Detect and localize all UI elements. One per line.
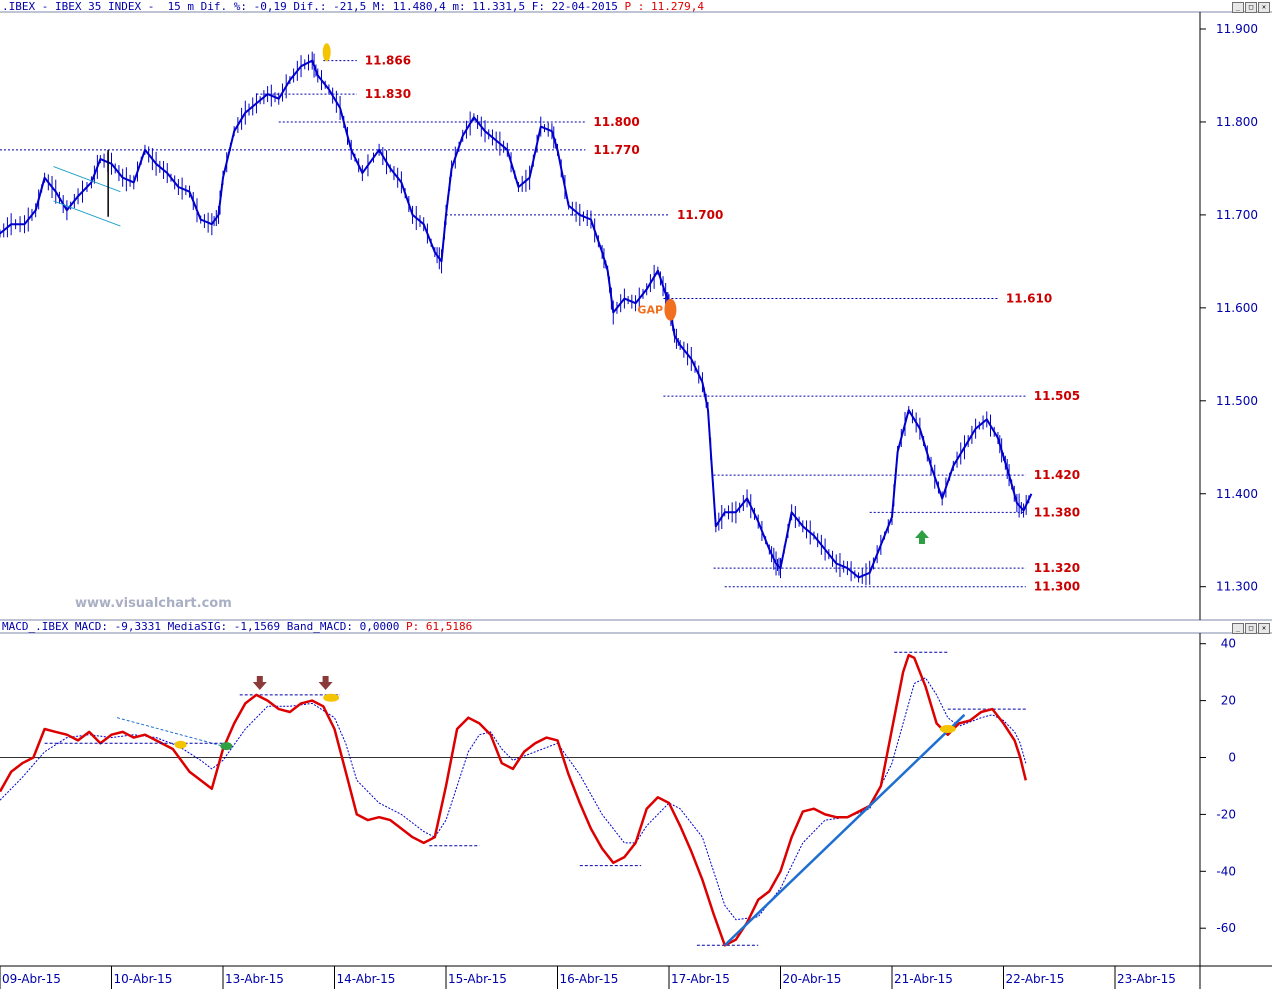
macd-header-text: MACD_.IBEX MACD: -9,3331 MediaSIG: -1,15… (2, 620, 406, 633)
price-level-label: 11.830 (365, 87, 411, 101)
watermark: www.visualchart.com (75, 596, 232, 611)
x-tick-label: 13-Abr-15 (225, 972, 284, 986)
macd-trendline (723, 713, 966, 947)
macd-close-button[interactable]: ✕ (1258, 623, 1270, 634)
macd-restore-button[interactable]: □ (1245, 623, 1257, 634)
signal-series-line (0, 677, 1027, 921)
macd-minimize-button[interactable]: _ (1232, 623, 1244, 634)
macd-y-tick-label: -20 (1216, 807, 1236, 821)
down-arrow-icon (252, 676, 267, 690)
price-level-label: 11.700 (677, 208, 723, 222)
macd-y-tick-label: 0 (1228, 751, 1236, 765)
price-header-text: .IBEX - IBEX 35 INDEX - 15 m Dif. %: -0,… (2, 0, 625, 13)
price-level-label: 11.380 (1034, 505, 1080, 519)
macd-marker-yellow (174, 740, 187, 749)
macd-y-tick-label: 20 (1221, 694, 1236, 708)
channel-upper-line (53, 166, 121, 193)
x-tick-label: 22-Abr-15 (1006, 972, 1065, 986)
price-restore-button[interactable]: □ (1245, 2, 1257, 13)
price-level-label: 11.505 (1034, 389, 1080, 403)
macd-y-tick-label: -60 (1216, 921, 1236, 935)
down-arrow-icon (318, 676, 333, 690)
macd-last-label: P: 61,5186 (405, 620, 473, 633)
price-last-label: P : 11.279,4 (624, 0, 705, 13)
x-tick-label: 23-Abr-15 (1117, 972, 1176, 986)
price-y-tick-label: 11.500 (1216, 394, 1258, 408)
gap-label: GAP (637, 304, 663, 317)
channel-lower-line (53, 200, 121, 227)
macd-marker-green (220, 742, 233, 751)
price-level-label: 11.300 (1034, 580, 1080, 594)
price-y-tick-label: 11.900 (1216, 22, 1258, 36)
price-level-label: 11.800 (593, 115, 639, 129)
x-tick-label: 16-Abr-15 (560, 972, 619, 986)
x-tick-label: 21-Abr-15 (894, 972, 953, 986)
price-y-tick-label: 11.800 (1216, 115, 1258, 129)
gap-marker (664, 298, 677, 321)
macd-marker-yellow (323, 693, 340, 702)
price-y-tick-label: 11.700 (1216, 208, 1258, 222)
price-level-label: 11.610 (1006, 292, 1052, 306)
macd-y-tick-label: -40 (1216, 864, 1236, 878)
up-arrow-icon (915, 530, 929, 544)
price-level-label: 11.320 (1034, 561, 1080, 575)
price-header: .IBEX - IBEX 35 INDEX - 15 m Dif. %: -0,… (2, 0, 704, 13)
price-y-tick-label: 11.300 (1216, 580, 1258, 594)
price-series-line (0, 59, 1033, 579)
top-highlight-marker (322, 43, 331, 62)
price-y-tick-label: 11.600 (1216, 301, 1258, 315)
x-tick-label: 17-Abr-15 (671, 972, 730, 986)
macd-header: MACD_.IBEX MACD: -9,3331 MediaSIG: -1,15… (2, 620, 472, 633)
x-tick-label: 14-Abr-15 (337, 972, 396, 986)
x-tick-label: 09-Abr-15 (2, 972, 61, 986)
x-tick-label: 15-Abr-15 (448, 972, 507, 986)
price-level-label: 11.770 (593, 143, 639, 157)
macd-y-tick-label: 40 (1221, 637, 1236, 651)
macd-divergence-line (116, 717, 224, 747)
x-tick-label: 10-Abr-15 (114, 972, 173, 986)
price-minimize-button[interactable]: _ (1232, 2, 1244, 13)
price-level-label: 11.866 (365, 54, 411, 68)
price-close-button[interactable]: ✕ (1258, 2, 1270, 13)
macd-marker-yellow (939, 725, 956, 734)
x-tick-label: 20-Abr-15 (783, 972, 842, 986)
macd-series-line (0, 653, 1028, 947)
price-level-label: 11.420 (1034, 468, 1080, 482)
price-y-tick-label: 11.400 (1216, 487, 1258, 501)
